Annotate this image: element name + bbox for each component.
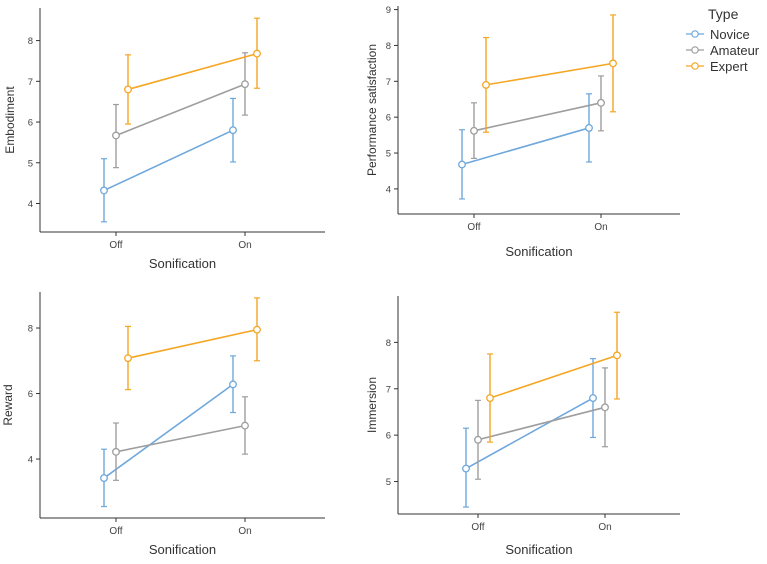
- panel4-y-axis-label: Immersion: [365, 377, 379, 433]
- legend-title: Type: [708, 6, 739, 22]
- panel4-series-line-expert: [489, 354, 618, 399]
- panel4-y-tick-label: 8: [386, 338, 391, 349]
- panel1-series-line-expert: [127, 52, 258, 91]
- panel3-y-tick-label: 6: [28, 389, 33, 400]
- legend-item-amateur: Amateur: [686, 42, 759, 58]
- panel1-y-tick-label: 7: [28, 77, 33, 88]
- panel1-point-expert: [253, 49, 261, 58]
- panel1-point-amateur: [112, 131, 120, 140]
- panel4-point-expert: [613, 351, 621, 360]
- panel2-y-tick-label: 8: [386, 41, 391, 52]
- panel4-y-tick-label: 7: [386, 384, 391, 395]
- panel2-series-line-amateur: [473, 102, 602, 132]
- panel1-point-novice: [229, 126, 237, 135]
- panel2-point-novice: [458, 160, 466, 169]
- panel4-point-expert: [486, 394, 494, 402]
- legend-label-amateur: Amateur: [710, 42, 760, 58]
- panel4-x-tick-label: On: [598, 522, 611, 533]
- panel2-y-axis-label: Performance satisfaction: [365, 44, 379, 176]
- panel2-y-tick-label: 6: [386, 113, 391, 124]
- panel1-point-novice: [100, 186, 108, 195]
- legend-item-novice: Novice: [686, 26, 759, 42]
- panel1-series-line-amateur: [115, 83, 246, 137]
- panel4-point-novice: [589, 394, 597, 402]
- panel3-x-axis-label: Sonification: [149, 542, 216, 557]
- panel2-point-novice: [585, 123, 593, 132]
- panel1-y-tick-label: 6: [28, 118, 33, 129]
- panel3-point-amateur: [112, 447, 120, 456]
- panel4-point-amateur: [474, 435, 482, 444]
- panel4-point-novice: [462, 464, 470, 473]
- panel2-x-tick-label: Off: [467, 222, 480, 233]
- panel2-series-line-expert: [485, 62, 614, 86]
- panel4-y-tick-label: 5: [386, 477, 391, 488]
- panel3-point-novice: [229, 380, 237, 389]
- panel2-y-tick-label: 5: [386, 149, 391, 160]
- legend-label-novice: Novice: [710, 26, 750, 42]
- panel2-x-axis-label: Sonification: [505, 244, 572, 259]
- panel2-series-line-novice: [461, 127, 590, 166]
- panel2-point-amateur: [470, 126, 478, 135]
- panel3-x-tick-label: Off: [109, 526, 122, 537]
- panel3-series-line-amateur: [115, 424, 246, 453]
- legend-key-expert: [686, 62, 704, 70]
- panel1-y-tick-label: 8: [28, 36, 33, 47]
- legend-key-amateur: [686, 46, 704, 54]
- panel4-series-line-novice: [465, 397, 594, 470]
- panel1-x-axis-label: Sonification: [149, 256, 216, 271]
- panel3-x-tick-label: On: [238, 526, 251, 537]
- panel2-point-expert: [482, 80, 490, 89]
- panel4-x-axis-label: Sonification: [505, 542, 572, 557]
- panel1-x-tick-label: On: [238, 240, 251, 251]
- panel1-y-tick-label: 5: [28, 158, 33, 169]
- panel3-y-tick-label: 4: [28, 455, 33, 466]
- panel1-point-expert: [124, 85, 132, 94]
- panel2-y-tick-label: 7: [386, 77, 391, 88]
- panel3-point-expert: [253, 325, 261, 334]
- panel3-series-line-novice: [103, 383, 234, 479]
- legend-item-expert: Expert: [686, 58, 759, 74]
- panel3-y-tick-label: 8: [28, 324, 33, 335]
- panel2-point-expert: [609, 59, 617, 68]
- panel2-x-tick-label: On: [594, 222, 607, 233]
- panel3-point-amateur: [241, 421, 249, 430]
- panel2-y-tick-label: 4: [386, 184, 391, 195]
- panel4-x-tick-label: Off: [471, 522, 484, 533]
- panel4-point-amateur: [601, 403, 609, 412]
- panel1-series-line-novice: [103, 129, 234, 192]
- legend: Type Novice Amateur Expert: [686, 6, 759, 74]
- panel3-point-expert: [124, 354, 132, 363]
- panel2-y-tick-label: 9: [386, 5, 391, 16]
- panel1-y-axis-label: Embodiment: [3, 86, 17, 154]
- panel2-point-amateur: [597, 98, 605, 107]
- panel3-series-line-expert: [127, 328, 258, 359]
- legend-label-expert: Expert: [710, 58, 748, 74]
- panel3-point-novice: [100, 474, 108, 482]
- panel4-series-line-amateur: [477, 406, 606, 441]
- legend-key-novice: [686, 30, 704, 38]
- panel3-y-axis-label: Reward: [1, 384, 15, 425]
- panel4-y-tick-label: 6: [386, 431, 391, 442]
- panel1-y-tick-label: 4: [28, 199, 33, 210]
- panel1-point-amateur: [241, 80, 249, 89]
- panel1-x-tick-label: Off: [109, 240, 122, 251]
